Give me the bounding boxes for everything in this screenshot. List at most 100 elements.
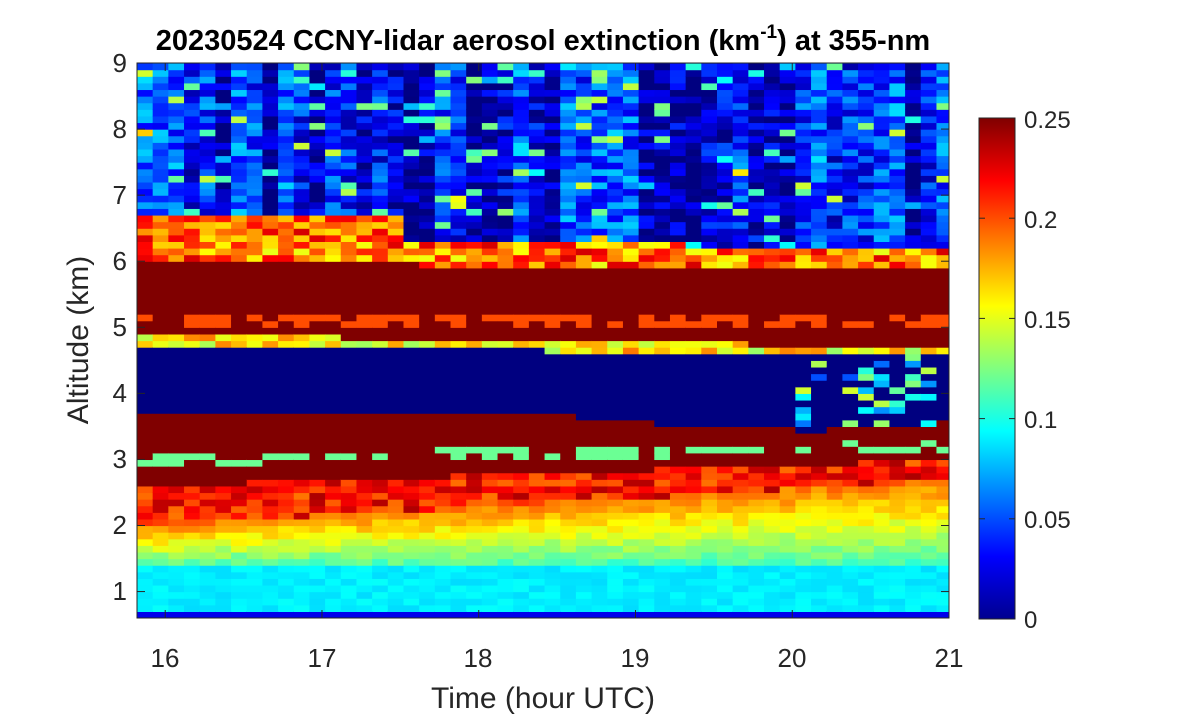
heatmap-cell	[732, 287, 749, 295]
heatmap-cell	[842, 168, 859, 176]
heatmap-cell	[669, 82, 687, 91]
heatmap-cell	[560, 446, 577, 454]
heatmap-cell	[811, 115, 828, 124]
heatmap-cell	[246, 499, 264, 507]
heatmap-cell	[701, 201, 718, 209]
heatmap-cell	[152, 181, 169, 190]
heatmap-cell	[622, 399, 640, 408]
heatmap-cell	[779, 433, 796, 441]
heatmap-cell	[638, 492, 655, 500]
heatmap-cell	[795, 287, 812, 295]
heatmap-cell	[575, 208, 593, 216]
heatmap-cell	[215, 446, 232, 454]
heatmap-cell	[701, 571, 718, 579]
heatmap-cell	[873, 340, 891, 348]
heatmap-cell	[513, 168, 530, 176]
heatmap-cell	[685, 545, 702, 553]
heatmap-cell	[858, 479, 875, 487]
heatmap-cell	[669, 558, 687, 566]
heatmap-cell	[591, 380, 608, 388]
heatmap-cell	[246, 459, 264, 467]
heatmap-cell	[466, 327, 483, 335]
heatmap-cell	[340, 551, 358, 560]
heatmap-cell	[231, 82, 248, 91]
heatmap-cell	[905, 353, 922, 361]
heatmap-cell	[215, 221, 232, 229]
heatmap-cell	[873, 433, 891, 441]
heatmap-cell	[669, 466, 687, 474]
heatmap-cell	[309, 518, 326, 527]
heatmap-cell	[231, 254, 248, 262]
heatmap-cell	[184, 281, 201, 289]
heatmap-cell	[246, 162, 264, 170]
heatmap-cell	[560, 122, 577, 130]
heatmap-cell	[403, 294, 420, 302]
heatmap-cell	[262, 89, 279, 97]
heatmap-cell	[842, 393, 859, 401]
heatmap-cell	[168, 413, 185, 421]
heatmap-cell	[920, 188, 938, 196]
heatmap-cell	[231, 538, 248, 546]
heatmap-cell	[889, 135, 906, 143]
heatmap-cell	[387, 380, 405, 388]
colorbar-tick-label-0.05: 0.05	[1024, 507, 1071, 534]
heatmap-cell	[152, 221, 169, 229]
heatmap-cell	[858, 439, 875, 447]
heatmap-cell	[779, 241, 796, 249]
heatmap-cell	[419, 234, 436, 242]
heatmap-cell	[638, 558, 655, 566]
heatmap-cell	[278, 69, 295, 77]
heatmap-cell	[137, 558, 154, 566]
heatmap-cell	[858, 155, 875, 163]
heatmap-cell	[685, 201, 702, 209]
heatmap-cell	[889, 155, 906, 163]
heatmap-cell	[560, 439, 577, 447]
heatmap-cell	[481, 525, 499, 533]
heatmap-cell	[811, 393, 828, 401]
heatmap-cell	[434, 82, 452, 91]
heatmap-cell	[528, 228, 546, 236]
heatmap-cell	[638, 380, 655, 388]
heatmap-cell	[184, 380, 201, 388]
heatmap-cell	[779, 499, 796, 507]
heatmap-cell	[826, 340, 844, 348]
heatmap-cell	[591, 492, 608, 500]
heatmap-cell	[842, 532, 859, 540]
heatmap-cell	[278, 466, 295, 474]
heatmap-cell	[450, 96, 467, 104]
heatmap-cell	[528, 63, 546, 71]
heatmap-cell	[403, 413, 420, 421]
heatmap-cell	[779, 340, 796, 348]
heatmap-cell	[669, 214, 687, 223]
heatmap-cell	[560, 148, 577, 157]
heatmap-cell	[278, 188, 295, 196]
heatmap-cell	[575, 472, 593, 480]
heatmap-cell	[403, 307, 420, 315]
heatmap-cell	[231, 611, 248, 618]
heatmap-cell	[434, 181, 452, 190]
heatmap-cell	[842, 373, 859, 381]
heatmap-cell	[325, 287, 342, 295]
heatmap-cell	[262, 142, 279, 150]
heatmap-cell	[622, 578, 640, 586]
heatmap-cell	[293, 109, 311, 117]
heatmap-cell	[137, 274, 154, 282]
heatmap-cell	[309, 234, 326, 242]
heatmap-cell	[842, 109, 859, 117]
heatmap-cell	[732, 591, 749, 599]
heatmap-cell	[936, 347, 949, 355]
heatmap-cell	[748, 168, 765, 176]
heatmap-cell	[811, 347, 828, 355]
heatmap-cell	[309, 175, 326, 183]
heatmap-cell	[513, 505, 530, 513]
heatmap-cell	[654, 201, 671, 209]
heatmap-cell	[654, 76, 671, 84]
heatmap-cell	[795, 122, 812, 130]
heatmap-cell	[372, 248, 389, 256]
heatmap-cell	[936, 82, 949, 91]
heatmap-cell	[372, 241, 389, 249]
heatmap-cell	[889, 261, 906, 269]
heatmap-cell	[764, 69, 781, 77]
heatmap-cell	[419, 419, 436, 427]
heatmap-cell	[842, 446, 859, 454]
